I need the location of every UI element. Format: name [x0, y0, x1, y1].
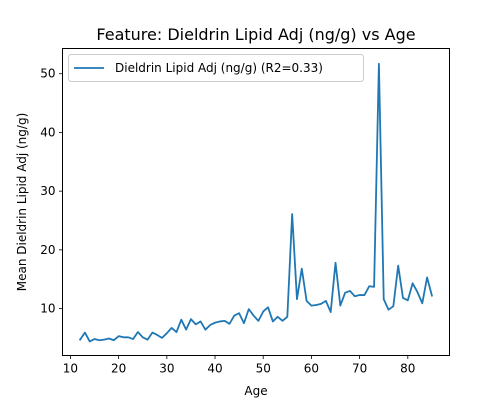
y-tick-label: 30 [40, 184, 55, 198]
legend-box [68, 54, 364, 82]
x-tick-label: 60 [304, 362, 319, 376]
series-layer [78, 62, 434, 343]
x-tick-label: 80 [400, 362, 415, 376]
y-tick-label: 20 [40, 243, 55, 257]
y-tick-label: 40 [40, 125, 55, 139]
x-axis-ticks: 10 20 30 40 50 60 70 80 [63, 355, 415, 376]
x-tick-label: 20 [111, 362, 126, 376]
chart-title: Feature: Dieldrin Lipid Adj (ng/g) vs Ag… [96, 25, 415, 44]
y-axis-ticks: 10 20 30 40 50 [40, 67, 63, 316]
legend-label: Dieldrin Lipid Adj (ng/g) (R2=0.33) [115, 61, 323, 75]
x-tick-label: 70 [352, 362, 367, 376]
x-tick-label: 10 [63, 362, 78, 376]
y-tick-label: 10 [40, 302, 55, 316]
x-axis-label: Age [244, 384, 267, 398]
legend: Dieldrin Lipid Adj (ng/g) (R2=0.33) [68, 54, 364, 82]
x-tick-label: 40 [207, 362, 222, 376]
x-tick-label: 30 [159, 362, 174, 376]
y-tick-label: 50 [40, 67, 55, 81]
y-axis-label: Mean Dieldrin Lipid Adj (ng/g) [15, 113, 29, 292]
x-tick-label: 50 [256, 362, 271, 376]
series-line [78, 62, 434, 343]
plot-frame [62, 48, 450, 356]
